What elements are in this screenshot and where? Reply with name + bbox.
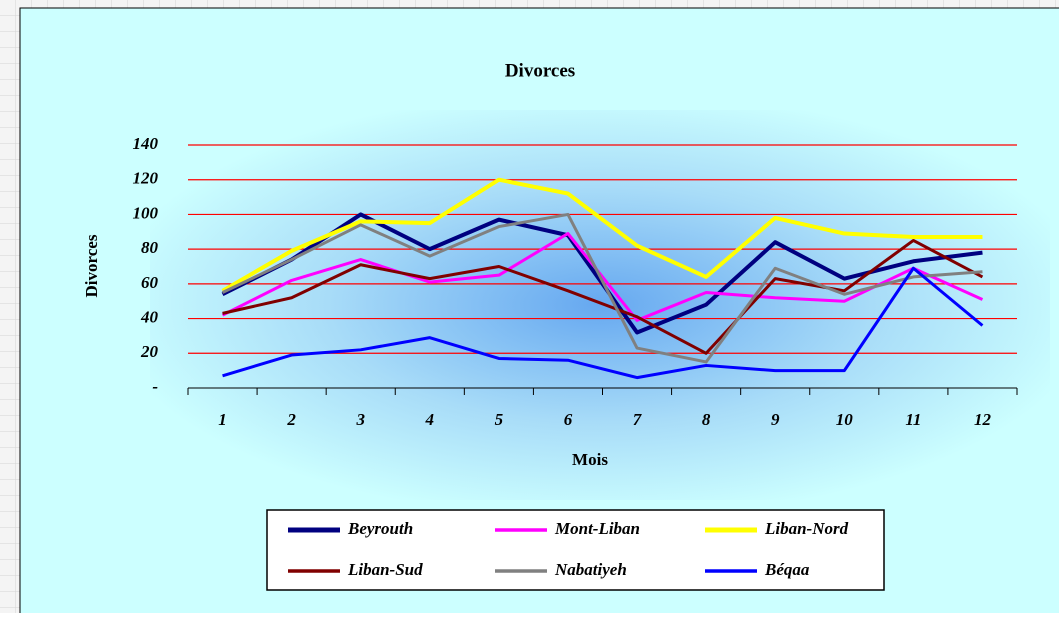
x-tick-label: 1 xyxy=(218,410,227,429)
y-tick-label: 40 xyxy=(140,307,159,326)
y-tick-label: 140 xyxy=(133,134,159,153)
y-tick-label: 100 xyxy=(133,203,159,222)
x-tick-label: 6 xyxy=(564,410,573,429)
legend xyxy=(266,509,885,591)
series-line xyxy=(221,212,983,364)
legend-label: Nabatiyeh xyxy=(554,560,627,579)
x-tick-label: 5 xyxy=(495,410,504,429)
legend-label: Mont-Liban xyxy=(554,519,640,538)
series-line xyxy=(222,238,984,355)
x-tick-label: 10 xyxy=(836,410,854,429)
y-tick-label: 20 xyxy=(140,342,159,361)
series-line xyxy=(221,177,983,293)
y-tick-label: 60 xyxy=(141,273,159,292)
series-line xyxy=(222,266,984,380)
x-tick-label: 12 xyxy=(974,410,992,429)
y-tick-label: 120 xyxy=(133,169,159,188)
legend-label: Liban-Sud xyxy=(347,560,423,579)
y-tick-label: 80 xyxy=(141,238,159,257)
y-axis-label: Divorces xyxy=(82,234,101,297)
legend-label: Liban-Nord xyxy=(764,519,849,538)
x-tick-label: 2 xyxy=(286,410,296,429)
legend-label: Beyrouth xyxy=(347,519,413,538)
plot-glow xyxy=(150,110,1050,500)
x-tick-label: 3 xyxy=(355,410,365,429)
x-tick-label: 8 xyxy=(702,410,711,429)
series-line xyxy=(221,232,984,322)
legend-label: Béqaa xyxy=(764,560,810,579)
y-tick-label: - xyxy=(152,377,158,396)
x-tick-label: 9 xyxy=(771,410,780,429)
x-tick-label: 7 xyxy=(633,410,643,429)
x-tick-label: 4 xyxy=(425,410,435,429)
chart-title: Divorces xyxy=(505,60,575,81)
x-tick-label: 11 xyxy=(905,410,921,429)
x-axis-label: Mois xyxy=(572,450,608,469)
